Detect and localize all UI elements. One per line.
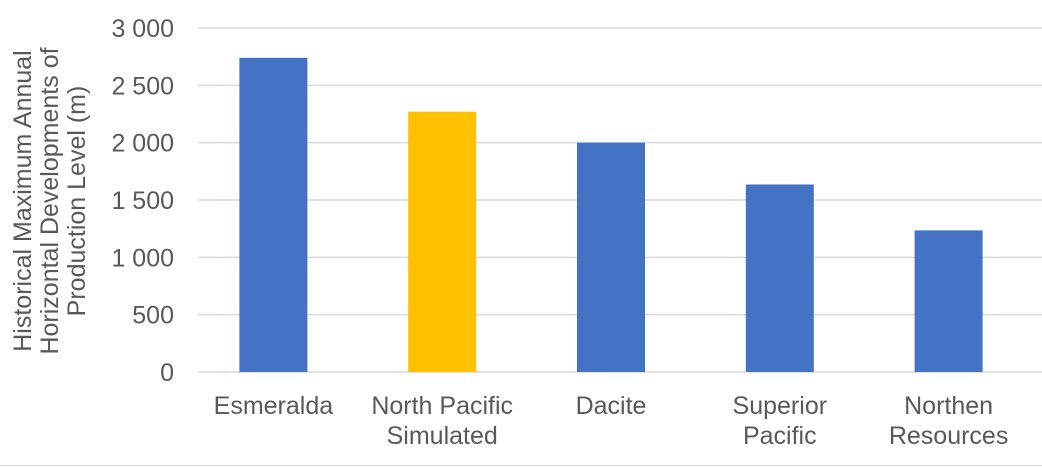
y-tick-label: 3 000 (111, 15, 174, 43)
y-tick-label: 0 (160, 359, 174, 387)
bars (239, 57, 983, 373)
y-tick-label: 1 500 (111, 187, 174, 215)
x-tick-label: Northen Resources (889, 392, 1009, 450)
y-axis-title: Historical Maximum AnnualHorizontal Deve… (9, 47, 91, 354)
bottom-border (0, 465, 1042, 466)
x-tick-label: Esmeralda (214, 392, 334, 420)
x-tick-labels: Esmeralda North Pacific Simulated Dacite Sup… (214, 392, 1009, 450)
x-tick-label: Dacite (576, 392, 647, 420)
y-tick-label: 2 500 (111, 72, 174, 100)
x-tick-label: Superior Pacific (733, 392, 828, 450)
y-tick-label: 1 000 (111, 244, 174, 272)
y-tick-label: 500 (132, 302, 174, 330)
x-tick-label: North Pacific Simulated (371, 392, 513, 450)
bar (914, 230, 983, 372)
y-tick-labels: 0 500 1 000 1 500 2 000 2 500 3 000 (111, 15, 174, 387)
y-tick-label: 2 000 (111, 130, 174, 158)
bar (408, 111, 477, 372)
bar (239, 57, 308, 373)
bar (745, 184, 814, 372)
bar (577, 142, 645, 372)
